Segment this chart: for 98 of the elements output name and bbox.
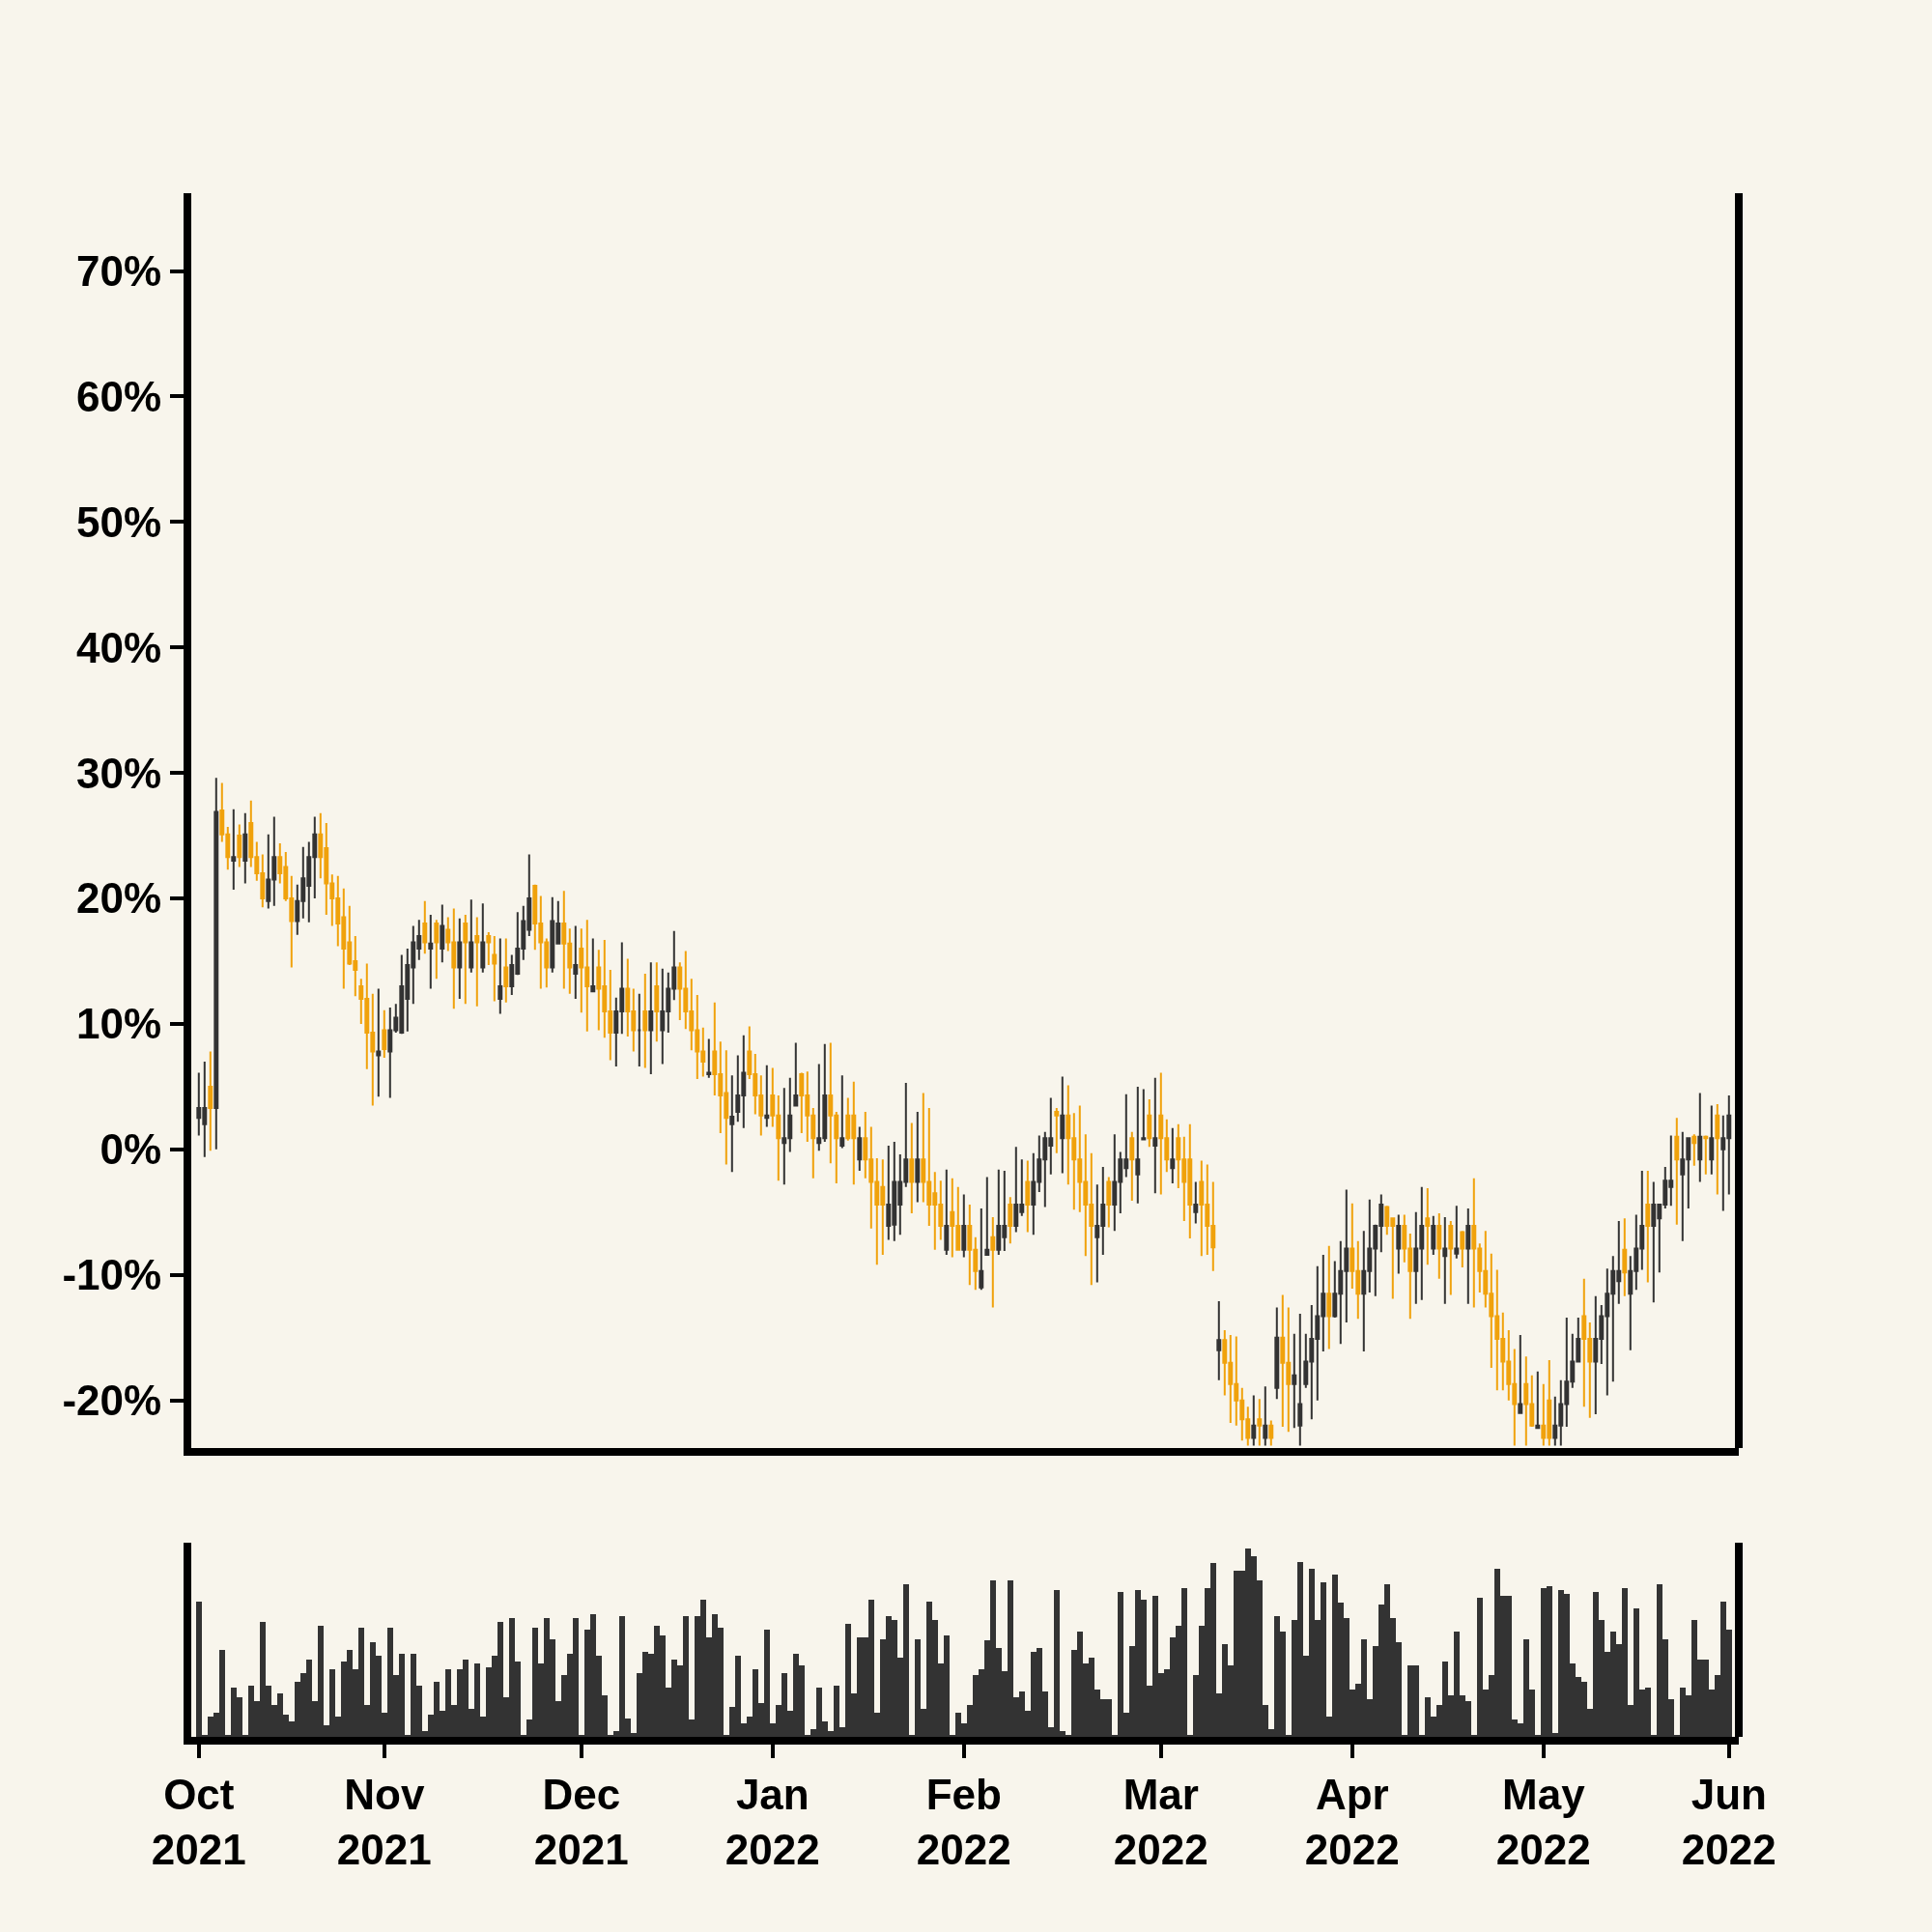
candlestick — [1054, 1106, 1060, 1154]
candlestick — [1396, 1213, 1402, 1275]
y-tick-label: 70% — [76, 246, 162, 295]
y-tick-label: 30% — [76, 749, 162, 797]
x-tick-label: Feb 2022 — [916, 1770, 1011, 1873]
candlestick — [654, 961, 660, 1043]
candlestick — [474, 916, 480, 1008]
x-tick-label: Oct 2021 — [151, 1770, 246, 1873]
candlestick — [839, 1074, 845, 1150]
candlestick — [857, 1125, 863, 1172]
candlestick — [1025, 1159, 1031, 1234]
candlestick — [1268, 1419, 1274, 1447]
candlestick — [1292, 1332, 1297, 1430]
candlestick — [1147, 1097, 1152, 1149]
candlestick — [486, 931, 492, 966]
candlestick — [642, 972, 648, 1069]
candlestick — [793, 1041, 799, 1107]
candlestick — [422, 899, 428, 955]
candlestick — [1060, 1075, 1065, 1175]
candlestick — [1425, 1187, 1431, 1266]
candlestick — [480, 902, 486, 974]
candlestick — [729, 1074, 735, 1174]
candlestick — [1622, 1217, 1628, 1297]
y-tick-label: 60% — [76, 372, 162, 420]
candlestick — [1703, 1134, 1709, 1176]
candlestick — [1715, 1103, 1720, 1196]
candlestick — [1442, 1216, 1448, 1305]
candlestick — [1460, 1230, 1465, 1268]
candlestick — [492, 935, 497, 1003]
candlestick — [1193, 1180, 1199, 1225]
candlestick — [1697, 1092, 1703, 1183]
candlestick — [1135, 1085, 1141, 1205]
candlestick — [1257, 1398, 1263, 1447]
y-tick-label: 50% — [76, 497, 162, 546]
candlestick — [944, 1168, 950, 1256]
candlestick — [463, 913, 469, 1006]
candlestick — [1297, 1313, 1303, 1447]
candlestick — [1436, 1212, 1442, 1280]
candlestick — [1106, 1176, 1112, 1229]
candlestick — [706, 1037, 712, 1079]
y-tick-label: -10% — [62, 1251, 162, 1299]
candlestick — [573, 924, 579, 1000]
candlestick — [1535, 1370, 1541, 1430]
candlestick — [990, 1216, 996, 1309]
candlestick — [1454, 1205, 1460, 1260]
candlestick — [1465, 1207, 1471, 1305]
candlestick — [1274, 1306, 1280, 1401]
candlestick — [1448, 1219, 1454, 1296]
candlestick — [915, 1110, 921, 1204]
candlestick — [1170, 1126, 1176, 1184]
candlestick — [984, 1176, 990, 1256]
x-tick-label: Mar 2022 — [1113, 1770, 1208, 1873]
candlestick — [503, 937, 509, 1004]
candlestick — [1251, 1394, 1257, 1447]
candlestick — [1263, 1385, 1268, 1447]
candlestick — [1326, 1244, 1332, 1350]
candlestick — [1141, 1088, 1147, 1141]
candlestick — [1674, 1117, 1680, 1226]
candlestick — [961, 1193, 967, 1259]
candlestick — [637, 992, 642, 1068]
candlestick — [434, 919, 440, 980]
candlestick — [242, 811, 248, 885]
candlestick — [979, 1207, 984, 1292]
candlestick — [428, 913, 434, 990]
candlestick — [648, 961, 654, 1075]
candlestick — [376, 987, 382, 1098]
candlestick — [1431, 1214, 1436, 1256]
candlestick — [1691, 1133, 1697, 1167]
candlestick — [590, 937, 596, 993]
candlestick — [237, 823, 242, 868]
candlestick — [1008, 1196, 1013, 1245]
candlestick — [909, 1122, 915, 1215]
candlestick — [497, 937, 503, 1015]
candlestick — [382, 1009, 387, 1060]
candlestick — [1645, 1169, 1651, 1284]
y-tick-label: 40% — [76, 623, 162, 671]
x-tick-label: Jun 2022 — [1681, 1770, 1776, 1873]
candlestick — [1709, 1104, 1715, 1176]
candlestick — [231, 808, 237, 891]
candlestick — [457, 917, 463, 1000]
x-tick-label: May 2022 — [1495, 1770, 1591, 1873]
candlestick — [213, 777, 219, 1151]
candlestick — [1129, 1130, 1135, 1203]
y-tick-label: 20% — [76, 874, 162, 923]
candlestick — [1216, 1300, 1222, 1381]
y-tick-label: -20% — [62, 1377, 162, 1425]
candlestick — [764, 1064, 770, 1128]
candlestick — [208, 1050, 213, 1152]
x-tick-label: Dec 2021 — [533, 1770, 629, 1873]
candlestick — [1518, 1334, 1523, 1414]
candlestick — [1152, 1076, 1158, 1195]
x-tick-label: Nov 2021 — [336, 1770, 432, 1873]
x-tick-label: Jan 2022 — [724, 1770, 820, 1873]
y-tick-label: 10% — [76, 1000, 162, 1048]
y-tick-label: 0% — [99, 1125, 162, 1174]
candlestick — [469, 898, 474, 974]
candlestick — [440, 903, 445, 964]
x-tick-label: Apr 2022 — [1304, 1770, 1400, 1873]
